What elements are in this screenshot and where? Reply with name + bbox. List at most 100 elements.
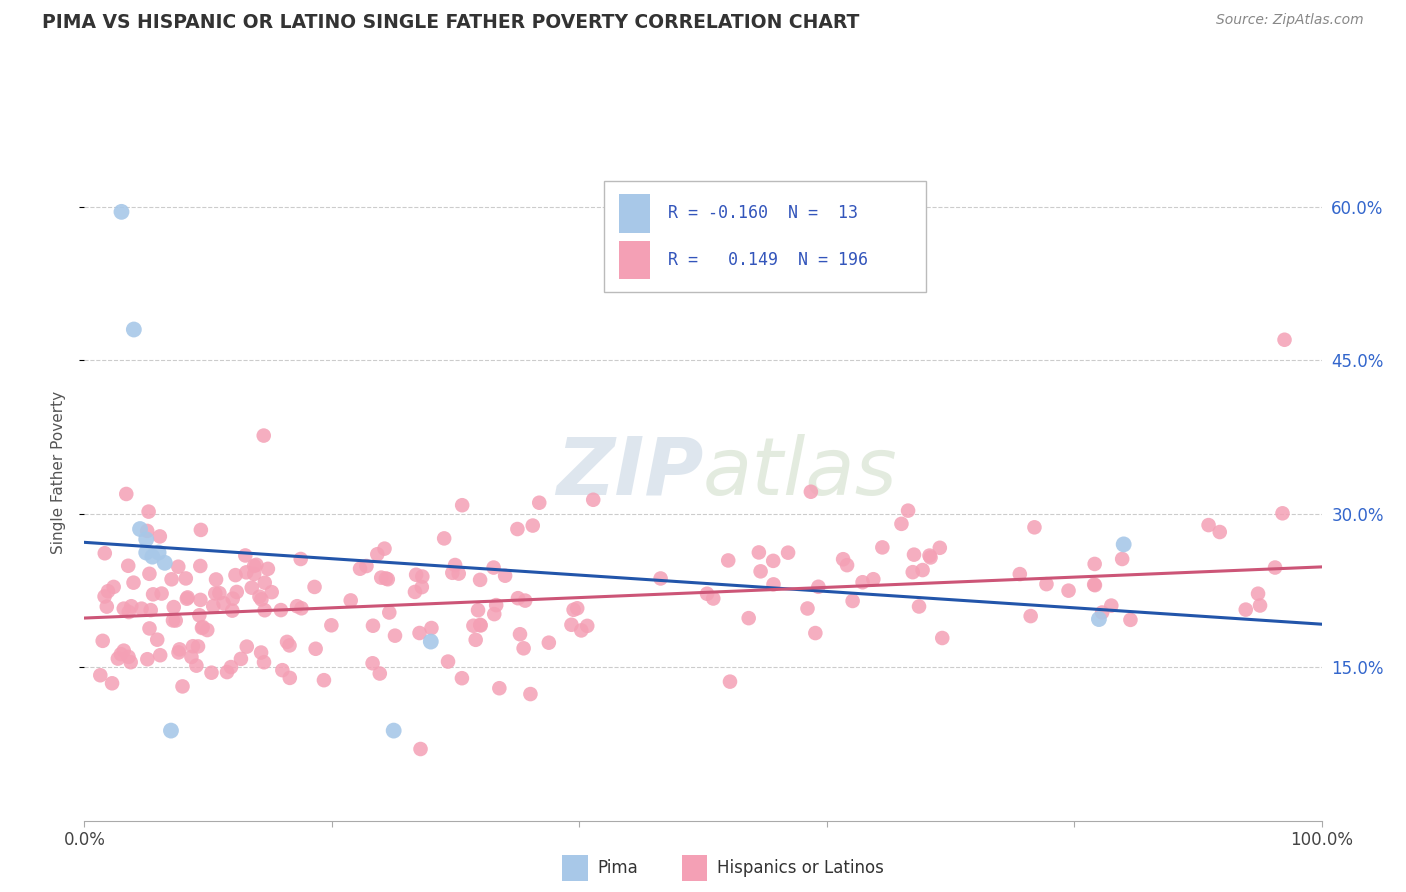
Point [464, 632, 486, 647]
Point [529, 496, 551, 510]
Point [321, 618, 343, 632]
Point [339, 593, 361, 607]
Point [150, 586, 173, 600]
Point [135, 545, 157, 559]
Point [1099, 599, 1122, 613]
Point [468, 573, 491, 587]
Point [567, 601, 589, 615]
Point [368, 666, 391, 681]
Point [451, 671, 474, 685]
Point [800, 484, 823, 499]
Point [243, 566, 266, 581]
Point [470, 618, 492, 632]
Point [1024, 520, 1046, 534]
Point [494, 568, 516, 582]
Point [312, 673, 335, 688]
Point [93, 590, 115, 604]
Point [356, 559, 378, 574]
Point [167, 645, 190, 659]
Point [110, 205, 132, 219]
Point [1249, 599, 1271, 613]
Point [120, 599, 142, 614]
Point [117, 649, 139, 664]
Point [271, 663, 294, 677]
Point [278, 639, 301, 653]
Point [221, 604, 243, 618]
Point [1119, 613, 1142, 627]
Point [219, 660, 242, 674]
Point [377, 572, 399, 586]
Point [240, 581, 263, 595]
Point [305, 641, 328, 656]
Point [841, 594, 863, 608]
Point [1091, 606, 1114, 620]
Point [112, 643, 135, 657]
Point [1057, 583, 1080, 598]
Point [138, 566, 160, 581]
Point [762, 554, 785, 568]
Point [569, 624, 592, 638]
Point [160, 723, 183, 738]
Point [748, 545, 770, 559]
Point [696, 587, 718, 601]
Point [488, 681, 510, 696]
Point [451, 498, 474, 512]
Point [191, 620, 214, 634]
Point [470, 617, 492, 632]
Point [409, 742, 432, 756]
Point [903, 548, 925, 562]
Point [509, 627, 531, 641]
Point [253, 655, 276, 669]
Text: atlas: atlas [703, 434, 898, 512]
Point [411, 580, 433, 594]
Point [110, 647, 132, 661]
Point [204, 586, 226, 600]
Point [235, 566, 257, 580]
Text: Hispanics or Latinos: Hispanics or Latinos [717, 859, 884, 877]
Point [212, 596, 235, 610]
Point [1271, 506, 1294, 520]
Point [257, 562, 280, 576]
Point [560, 617, 582, 632]
Point [120, 655, 142, 669]
Point [215, 665, 238, 679]
Point [96, 599, 118, 614]
Point [290, 601, 312, 615]
Point [484, 607, 506, 621]
Point [908, 599, 931, 614]
Point [250, 592, 273, 607]
Text: PIMA VS HISPANIC OR LATINO SINGLE FATHER POVERTY CORRELATION CHART: PIMA VS HISPANIC OR LATINO SINGLE FATHER… [42, 13, 859, 32]
Point [141, 549, 163, 564]
Point [796, 601, 818, 615]
Point [1008, 567, 1031, 582]
Point [444, 558, 467, 572]
Point [169, 642, 191, 657]
Point [851, 575, 873, 590]
Point [562, 603, 585, 617]
Point [361, 618, 384, 632]
Point [202, 599, 225, 613]
Text: R =   0.149  N = 196: R = 0.149 N = 196 [668, 251, 869, 268]
Point [384, 629, 406, 643]
Point [136, 524, 159, 538]
Point [749, 565, 772, 579]
Point [1234, 602, 1257, 616]
Point [276, 635, 298, 649]
Point [420, 621, 443, 635]
FancyBboxPatch shape [619, 241, 650, 279]
Point [1274, 333, 1296, 347]
Point [138, 505, 160, 519]
Point [512, 641, 534, 656]
Point [188, 608, 211, 623]
Point [181, 640, 204, 654]
Point [361, 657, 384, 671]
Point [186, 658, 208, 673]
Point [249, 590, 271, 604]
Point [245, 558, 267, 572]
Point [1112, 537, 1135, 551]
Point [778, 546, 800, 560]
Point [190, 523, 212, 537]
Point [901, 565, 924, 579]
Point [382, 723, 405, 738]
Point [419, 634, 441, 648]
